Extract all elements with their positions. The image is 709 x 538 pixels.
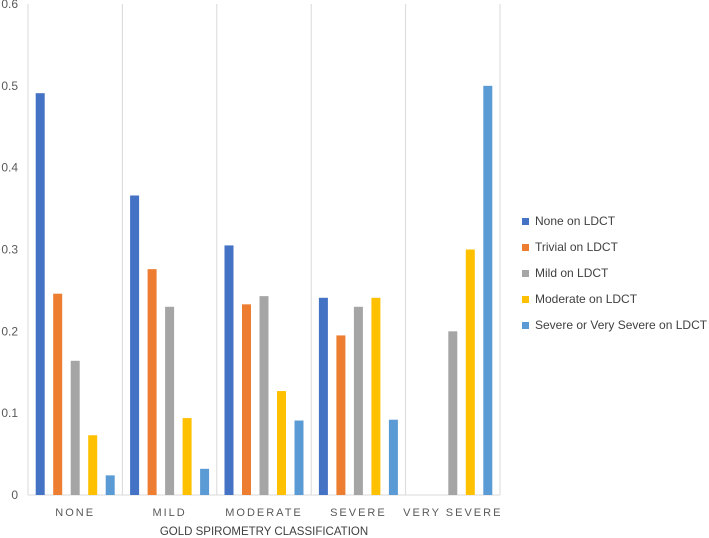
x-category-label: MILD bbox=[152, 507, 186, 519]
bar bbox=[165, 306, 175, 495]
x-category-label: MODERATE bbox=[225, 507, 303, 519]
y-tick-label: 0.5 bbox=[1, 79, 18, 93]
bar bbox=[294, 420, 304, 495]
bar bbox=[182, 418, 192, 495]
legend-label: Trivial on LDCT bbox=[535, 240, 619, 254]
bar bbox=[371, 297, 381, 495]
y-tick-label: 0.4 bbox=[1, 161, 18, 175]
legend-label: Moderate on LDCT bbox=[535, 292, 638, 306]
legend-swatch bbox=[522, 296, 529, 303]
x-category-label: VERY SEVERE bbox=[403, 507, 502, 519]
bar bbox=[353, 306, 363, 495]
x-axis-categories: NONE MILD MODERATE SEVERE VERY SEVERE bbox=[55, 507, 502, 519]
legend-swatch bbox=[522, 322, 529, 329]
bar bbox=[259, 296, 269, 495]
legend-label: None on LDCT bbox=[535, 214, 616, 228]
y-tick-label: 0.3 bbox=[1, 243, 18, 257]
legend-label: Mild on LDCT bbox=[535, 266, 609, 280]
bar bbox=[465, 249, 475, 495]
y-tick-label: 0.1 bbox=[1, 406, 18, 420]
bar bbox=[224, 245, 234, 495]
x-axis-title: GOLD SPIROMETRY CLASSIFICATION bbox=[160, 526, 368, 538]
bar bbox=[277, 391, 286, 495]
bar bbox=[53, 293, 63, 495]
bar bbox=[483, 85, 493, 495]
legend-swatch bbox=[522, 270, 529, 277]
y-tick-label: 0 bbox=[11, 488, 18, 502]
bar bbox=[88, 435, 98, 495]
bar bbox=[35, 93, 45, 495]
y-axis-ticks: 0 0.1 0.2 0.3 0.4 0.5 0.6 bbox=[1, 0, 18, 502]
bars bbox=[35, 85, 493, 496]
bar bbox=[130, 195, 140, 496]
bar bbox=[70, 360, 80, 495]
legend-swatch bbox=[522, 244, 529, 251]
x-category-label: SEVERE bbox=[330, 507, 387, 519]
y-tick-label: 0.2 bbox=[1, 324, 18, 338]
legend-swatch bbox=[522, 218, 529, 225]
bar bbox=[105, 475, 115, 495]
bar bbox=[147, 269, 157, 495]
bar bbox=[242, 304, 251, 495]
bar bbox=[318, 297, 328, 495]
y-tick-label: 0.6 bbox=[1, 0, 18, 11]
legend-label: Severe or Very Severe on LDCT bbox=[535, 318, 708, 332]
bar bbox=[448, 331, 458, 495]
bar bbox=[200, 468, 210, 495]
legend: None on LDCT Trivial on LDCT Mild on LDCT M… bbox=[522, 214, 708, 332]
bar bbox=[336, 335, 346, 495]
bar bbox=[388, 419, 398, 495]
x-category-label: NONE bbox=[55, 507, 95, 519]
